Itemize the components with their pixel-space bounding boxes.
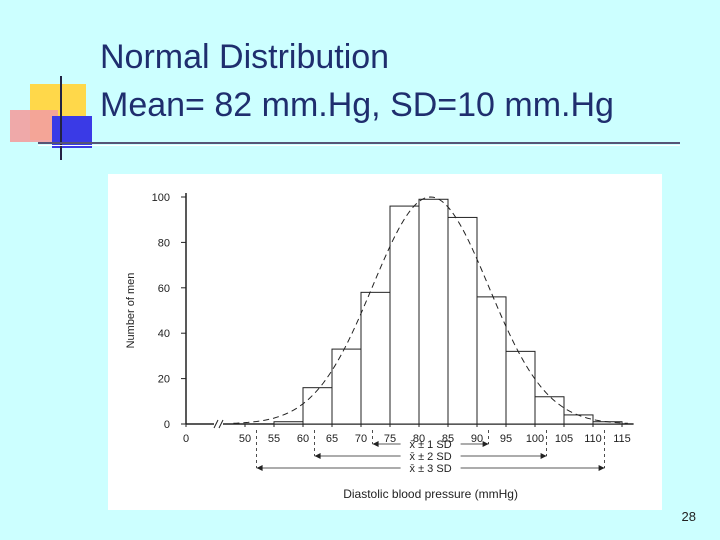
x-tick-label: 60 <box>297 433 309 445</box>
x-tick-label: 100 <box>526 433 544 445</box>
x-tick-label: 85 <box>442 433 454 445</box>
histogram-bar <box>447 216 478 425</box>
sd-range-label: x̄ ± 2 SD <box>410 451 452 463</box>
decor-pink-square <box>10 110 58 142</box>
x-tick-label: 110 <box>584 433 602 445</box>
histogram-chart: 0 20 40 60 80 100 Number of men 0 50 55 60 65 70 75 80… <box>108 174 662 510</box>
histogram-bar <box>476 296 507 425</box>
y-tick-label: 60 <box>158 283 170 295</box>
histogram-bar <box>331 348 362 425</box>
x-tick-label: 105 <box>555 433 573 445</box>
histogram-bar <box>563 414 594 425</box>
arrowhead-left-icon <box>314 453 321 459</box>
x-tick-label: 90 <box>471 433 483 445</box>
histogram-bar <box>360 291 391 425</box>
x-tick-label: 0 <box>183 433 189 445</box>
sd-range-label: x̄ ± 1 SD <box>410 439 452 451</box>
histogram-bar <box>389 205 420 425</box>
x-tick-label: 75 <box>384 433 396 445</box>
y-tick-label: 20 <box>158 374 170 386</box>
slide-title: Normal Distribution <box>100 38 390 76</box>
sd-range-label: x̄ ± 3 SD <box>410 463 452 475</box>
histogram-bar <box>302 387 333 425</box>
arrowhead-left-icon <box>256 465 263 471</box>
arrowhead-right-icon <box>540 453 547 459</box>
x-tick-label: 50 <box>239 433 251 445</box>
y-tick-label: 40 <box>158 328 170 340</box>
histogram-bar <box>418 198 449 425</box>
y-tick-label: 100 <box>152 192 170 204</box>
histogram-svg: 0 20 40 60 80 100 Number of men 0 50 55 60 65 70 75 80… <box>108 174 662 510</box>
x-axis-label: Diastolic blood pressure (mmHg) <box>343 487 518 501</box>
x-tick-label: 80 <box>413 433 425 445</box>
title-underline-highlight <box>38 145 680 146</box>
slide-subtitle: Mean= 82 mm.Hg, SD=10 mm.Hg <box>100 86 614 124</box>
x-tick-label: 70 <box>355 433 367 445</box>
x-tick-label: 95 <box>500 433 512 445</box>
x-tick-label: 115 <box>613 433 631 445</box>
axis-break-icon <box>213 419 224 429</box>
x-tick-label: 55 <box>268 433 280 445</box>
y-axis-label: Number of men <box>125 273 137 349</box>
y-tick-label: 80 <box>158 237 170 249</box>
histogram-bar <box>505 350 536 425</box>
histogram-bar <box>534 396 565 425</box>
page-number: 28 <box>681 509 696 524</box>
normal-curve <box>233 196 628 424</box>
arrowhead-right-icon <box>598 465 605 471</box>
arrowhead-right-icon <box>482 441 489 447</box>
title-underline <box>38 142 680 144</box>
y-tick-label: 0 <box>164 419 170 431</box>
histogram-bar <box>273 421 304 425</box>
arrowhead-left-icon <box>372 441 379 447</box>
x-tick-label: 65 <box>326 433 338 445</box>
decor-vertical-line <box>60 76 62 160</box>
